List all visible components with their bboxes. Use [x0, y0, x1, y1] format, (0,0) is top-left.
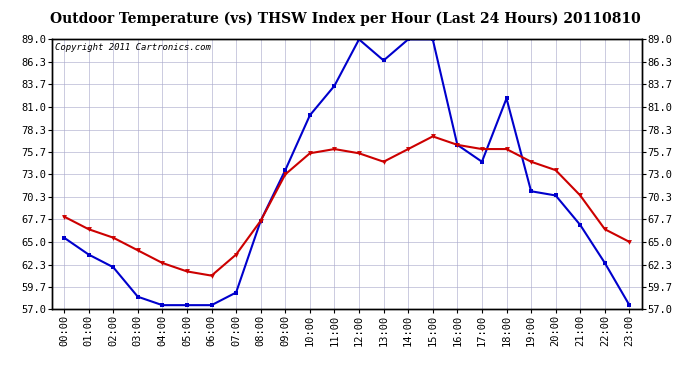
- Text: Outdoor Temperature (vs) THSW Index per Hour (Last 24 Hours) 20110810: Outdoor Temperature (vs) THSW Index per …: [50, 12, 640, 26]
- Text: Copyright 2011 Cartronics.com: Copyright 2011 Cartronics.com: [55, 44, 210, 52]
